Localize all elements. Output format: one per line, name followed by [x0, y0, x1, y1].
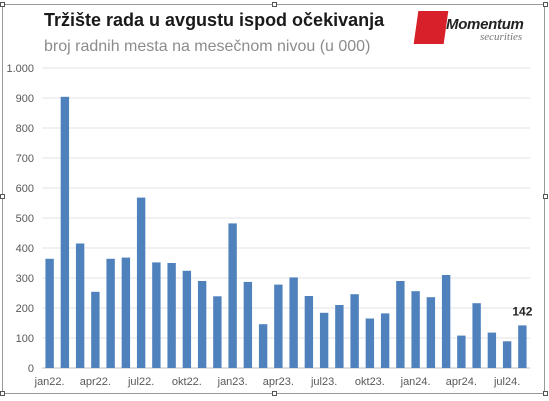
bar — [457, 335, 466, 368]
resize-handle-bottom-right[interactable] — [543, 391, 548, 396]
data-label: 142 — [512, 304, 532, 318]
y-tick-label: 400 — [16, 243, 34, 255]
bar — [182, 270, 192, 368]
bar — [213, 296, 222, 368]
bar — [350, 294, 359, 368]
y-tick-label: 100 — [16, 333, 34, 345]
bar — [441, 275, 451, 368]
bar — [106, 258, 115, 368]
x-tick-label: jul22. — [127, 376, 154, 388]
bar — [396, 281, 405, 368]
bar — [60, 96, 70, 369]
bar — [197, 281, 207, 368]
bar — [335, 305, 344, 368]
bar — [289, 277, 298, 368]
bar — [426, 297, 436, 368]
chart-subtitle: broj radnih mesta na mesečnom nivou (u 0… — [44, 38, 371, 55]
x-tick-label: okt22. — [172, 376, 202, 388]
bar — [45, 258, 54, 368]
bar — [258, 324, 268, 368]
x-tick-label: apr24. — [446, 376, 477, 388]
bar — [152, 262, 161, 368]
bar — [75, 243, 85, 368]
bar — [304, 296, 314, 368]
resize-handle-top-left[interactable] — [0, 2, 5, 7]
y-tick-label: 700 — [16, 153, 34, 165]
bar — [380, 313, 390, 368]
resize-handle-bottom-center[interactable] — [272, 391, 277, 396]
bar — [319, 312, 329, 368]
x-tick-label: jan24. — [400, 376, 431, 388]
resize-handle-top-right[interactable] — [543, 2, 548, 7]
logo-sub: securities — [480, 31, 523, 43]
y-tick-label: 900 — [16, 93, 34, 105]
bar — [518, 325, 527, 368]
y-tick-label: 800 — [16, 123, 34, 135]
x-tick-label: jul23. — [310, 376, 337, 388]
y-tick-label: 0 — [28, 363, 34, 375]
bar — [91, 291, 100, 368]
x-tick-label: jan22. — [34, 376, 65, 388]
x-tick-label: apr23. — [263, 376, 294, 388]
bar — [121, 257, 131, 368]
bar — [228, 223, 237, 368]
y-tick-label: 300 — [16, 273, 34, 285]
bar — [411, 291, 420, 368]
momentum-logo: Momentum securities — [413, 11, 538, 47]
x-tick-label: jan23. — [217, 376, 248, 388]
y-tick-label: 1.000 — [6, 63, 34, 75]
y-tick-label: 500 — [16, 213, 34, 225]
x-tick-label: jul24. — [493, 376, 520, 388]
bar — [365, 318, 375, 368]
logo-name: Momentum — [446, 16, 524, 33]
y-tick-label: 600 — [16, 183, 34, 195]
bar — [487, 332, 497, 368]
bar — [167, 263, 176, 368]
resize-handle-middle-right[interactable] — [543, 194, 548, 199]
bar — [274, 284, 283, 368]
bar — [472, 303, 481, 368]
bar — [502, 341, 512, 368]
bar — [136, 197, 146, 368]
x-tick-label: okt23. — [355, 376, 385, 388]
resize-handle-middle-left[interactable] — [0, 194, 5, 199]
bar — [243, 281, 253, 368]
resize-handle-top-center[interactable] — [272, 2, 277, 7]
y-tick-label: 200 — [16, 303, 34, 315]
resize-handle-bottom-left[interactable] — [0, 391, 5, 396]
x-tick-label: apr22. — [80, 376, 111, 388]
chart-title: Tržište rada u avgustu ispod očekivanja — [44, 10, 385, 30]
